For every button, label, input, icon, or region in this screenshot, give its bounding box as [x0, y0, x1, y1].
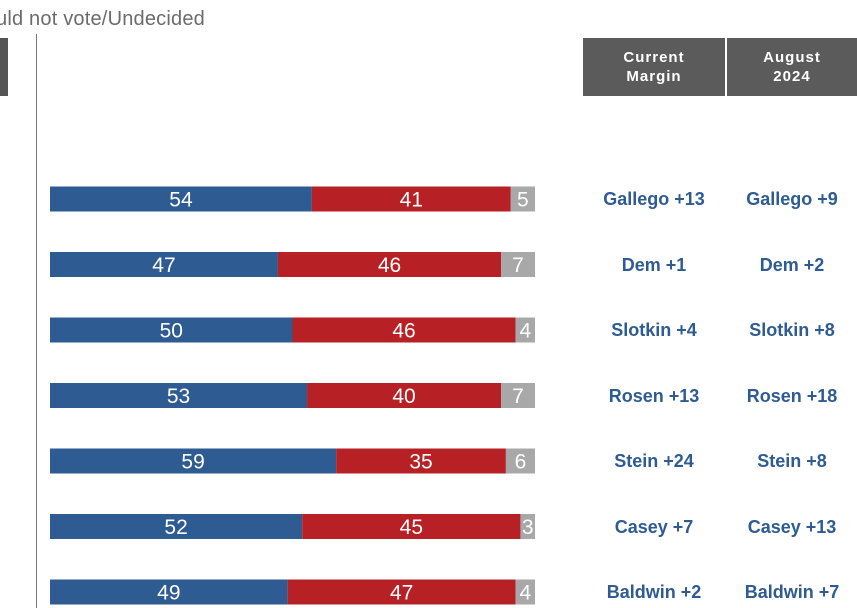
august-2024-margin-row-6: Casey +13: [747, 516, 837, 537]
bar-rep-row-2: [277, 252, 502, 277]
data-label-dem-row-3: 50: [160, 320, 183, 343]
bar-dem-row-5: [50, 448, 337, 474]
axis-line: [36, 34, 37, 608]
august-2024-margin-row-7: Baldwin +7: [744, 582, 840, 602]
current-margin-row-2: Dem +1: [621, 254, 687, 275]
data-label-undecided-row-6: 3: [522, 516, 534, 539]
bar-dem-row-3: [50, 317, 293, 343]
bar-dem-row-1: [50, 186, 312, 212]
bar-dem-row-2: [50, 252, 278, 277]
august-2024-margin-row-5: Stein +8: [757, 451, 827, 471]
bar-undecided-row-4: [501, 383, 535, 408]
data-label-dem-row-1: 54: [169, 189, 193, 212]
current-margin-row-5: Stein +24: [614, 451, 694, 471]
bar-undecided-row-2: [501, 252, 535, 277]
legend-undecided-label: uld not vote/Undecided: [0, 8, 205, 30]
current-margin-row-7: Baldwin +2: [606, 582, 702, 602]
bar-rep-row-4: [307, 383, 502, 408]
bar-undecided-row-1: [510, 186, 535, 212]
header-current-margin: Current Margin: [583, 38, 725, 96]
bar-undecided-row-3: [515, 317, 535, 343]
bar-rep-row-7: [287, 579, 516, 605]
data-label-undecided-row-5: 6: [515, 451, 527, 474]
current-margin-row-4: Rosen +13: [608, 385, 700, 406]
august-2024-margin-row-2: Dem +2: [759, 254, 825, 275]
data-label-rep-row-1: 41: [400, 189, 423, 212]
bar-undecided-row-5: [505, 448, 535, 474]
bar-dem-row-4: [50, 383, 308, 408]
bar-undecided-row-7: [515, 579, 535, 605]
data-label-rep-row-5: 35: [409, 451, 432, 474]
legend-swatch: [0, 38, 8, 96]
august-2024-margin-row-4: Rosen +18: [746, 385, 838, 406]
data-label-dem-row-6: 52: [164, 516, 187, 539]
current-margin-row-1: Gallego +13: [603, 189, 705, 209]
data-label-rep-row-4: 40: [392, 385, 415, 408]
data-label-rep-row-2: 46: [378, 254, 401, 277]
bar-undecided-row-6: [520, 514, 535, 539]
august-2024-margin-row-3: Slotkin +8: [749, 320, 835, 340]
data-label-dem-row-5: 59: [181, 451, 204, 474]
august-2024-margin-row-1: Gallego +9: [746, 189, 838, 209]
data-label-undecided-row-1: 5: [517, 189, 529, 212]
bar-rep-row-6: [302, 514, 521, 539]
data-label-dem-row-4: 53: [167, 385, 190, 408]
header-august-2024: August 2024: [727, 38, 857, 96]
bar-rep-row-5: [336, 448, 506, 474]
data-label-undecided-row-3: 4: [519, 320, 531, 343]
bar-rep-row-3: [292, 317, 516, 343]
data-label-rep-row-7: 47: [390, 582, 413, 605]
data-label-dem-row-7: 49: [157, 582, 180, 605]
bar-rep-row-1: [311, 186, 511, 212]
current-margin-row-6: Casey +7: [614, 516, 694, 537]
data-label-rep-row-3: 46: [392, 320, 415, 343]
data-label-undecided-row-4: 7: [512, 385, 524, 408]
bar-dem-row-6: [50, 514, 303, 539]
data-label-undecided-row-2: 7: [512, 254, 524, 277]
bar-dem-row-7: [50, 579, 288, 605]
data-label-undecided-row-7: 4: [519, 582, 531, 605]
current-margin-row-3: Slotkin +4: [611, 320, 697, 340]
data-label-dem-row-2: 47: [152, 254, 175, 277]
data-label-rep-row-6: 45: [400, 516, 423, 539]
